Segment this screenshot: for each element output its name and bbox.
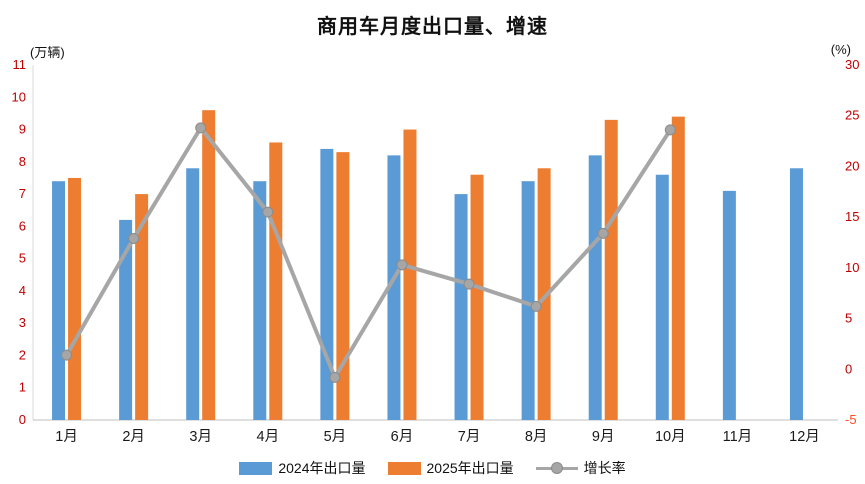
- legend-swatch-2024: [239, 461, 273, 475]
- bar-2024: [655, 174, 669, 420]
- bar-2024: [722, 190, 736, 420]
- chart-legend: 2024年出口量 2025年出口量 增长率: [0, 458, 865, 478]
- left-axis-tick: 2: [19, 347, 26, 362]
- legend-label-2025: 2025年出口量: [426, 460, 514, 476]
- bar-2025: [470, 174, 484, 420]
- bar-2025: [403, 129, 417, 420]
- x-axis-label: 8月: [525, 429, 548, 445]
- left-axis-tick: 6: [19, 218, 26, 233]
- right-axis-tick: 10: [845, 260, 859, 275]
- x-axis-label: 1月: [55, 429, 78, 445]
- bar-2024: [119, 219, 133, 420]
- left-axis-unit: (万辆): [30, 45, 65, 60]
- x-axis-label: 4月: [257, 429, 280, 445]
- x-axis-label: 2月: [122, 429, 145, 445]
- left-axis-tick: 3: [19, 315, 26, 330]
- chart-title: 商用车月度出口量、增速: [317, 16, 548, 38]
- bar-2025: [604, 119, 618, 420]
- left-axis-tick: 7: [19, 186, 26, 201]
- growth-line: [64, 125, 673, 380]
- left-axis-tick: 10: [12, 89, 26, 104]
- x-axis-label: 3月: [189, 429, 212, 445]
- bar-2025: [202, 110, 216, 420]
- x-axis-label: 9月: [592, 429, 615, 445]
- x-axis-label: 6月: [391, 429, 414, 445]
- growth-marker: [463, 278, 475, 290]
- growth-marker: [128, 232, 140, 244]
- growth-marker: [530, 300, 542, 312]
- bar-2025: [135, 194, 149, 420]
- legend-item-2025: 2025年出口量: [387, 458, 514, 478]
- left-axis-tick: 5: [19, 251, 26, 266]
- x-axis-label: 12月: [789, 429, 820, 445]
- right-axis-tick: 5: [845, 311, 852, 326]
- bar-2025: [537, 168, 551, 420]
- legend-label-2024: 2024年出口量: [278, 460, 366, 476]
- x-axis-label: 11月: [723, 429, 753, 445]
- growth-marker: [61, 349, 73, 361]
- bar-2024: [588, 155, 602, 420]
- growth-marker: [195, 122, 207, 134]
- growth-marker: [329, 371, 341, 383]
- bar-2025: [336, 152, 350, 421]
- bar-2024: [521, 181, 535, 420]
- right-axis-tick: 30: [845, 57, 859, 72]
- bar-2025: [671, 116, 685, 421]
- left-axis-tick: 0: [19, 412, 26, 427]
- growth-marker: [396, 259, 408, 271]
- left-axis-tick: 1: [19, 380, 26, 395]
- legend-item-2024: 2024年出口量: [239, 458, 366, 478]
- right-axis-tick: 25: [845, 108, 859, 123]
- left-axis-tick: 9: [19, 122, 26, 137]
- bar-2024: [52, 181, 66, 420]
- bar-2025: [68, 177, 82, 420]
- left-axis-tick: 11: [13, 57, 27, 72]
- bar-2024: [789, 168, 803, 420]
- right-axis-tick: 20: [845, 158, 859, 173]
- left-axis-tick: 4: [19, 283, 26, 298]
- legend-dot-icon: [550, 462, 563, 474]
- bar-2025: [269, 142, 283, 421]
- legend-item-growth: 增长率: [535, 458, 626, 478]
- right-axis-tick: 0: [845, 361, 852, 376]
- right-axis-tick: 15: [845, 209, 859, 224]
- right-axis-tick: -5: [845, 412, 857, 427]
- growth-marker: [262, 206, 274, 218]
- growth-marker: [664, 124, 676, 136]
- legend-label-growth: 增长率: [583, 460, 626, 476]
- x-axis-label: 7月: [458, 429, 481, 445]
- legend-line-icon: [535, 462, 578, 474]
- growth-marker: [597, 227, 609, 239]
- bar-2024: [186, 168, 200, 420]
- legend-swatch-2025: [387, 461, 421, 475]
- left-axis-tick: 8: [19, 154, 26, 169]
- x-axis-label: 5月: [324, 429, 347, 445]
- right-axis-unit: (%): [830, 42, 851, 57]
- bar-2024: [387, 155, 401, 420]
- x-axis-label: 10月: [655, 429, 686, 445]
- bar-2024: [454, 194, 468, 420]
- plot-area: 0 1 2 3 4 5 6 7 8 9 10 11 -5 0 5 10 15 20 25 30 1月 2月 3月 4月 5月 6月…: [12, 57, 860, 445]
- bar-2024: [253, 181, 267, 420]
